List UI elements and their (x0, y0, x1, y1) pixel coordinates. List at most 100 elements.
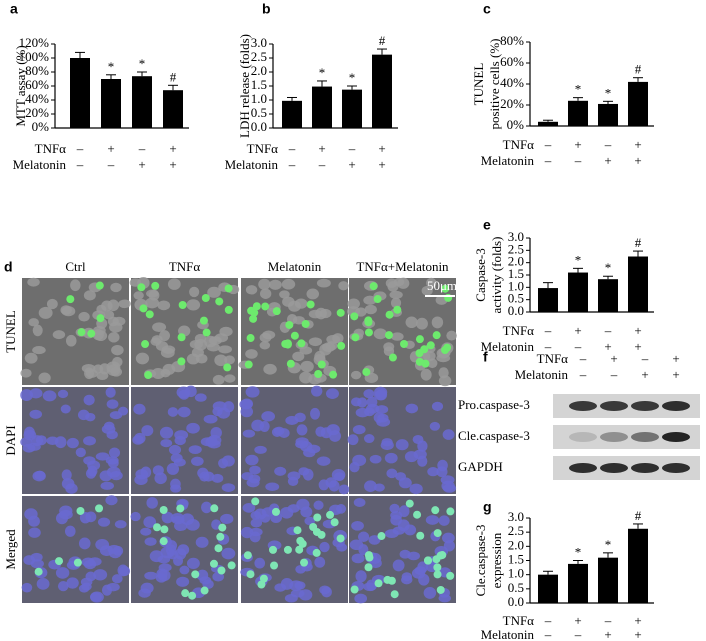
tunel-cell (151, 281, 160, 290)
tunel-cell (309, 523, 318, 532)
cell (133, 291, 144, 300)
cell (46, 298, 58, 310)
treatment-sign: + (138, 157, 145, 172)
cell (93, 569, 108, 581)
cell (105, 495, 118, 506)
micrograph (130, 496, 238, 603)
row-label: TUNEL (3, 310, 18, 353)
cell (135, 469, 149, 480)
cell (338, 281, 349, 291)
treatment-name: Melatonin (225, 157, 279, 172)
cell (254, 445, 267, 454)
cell (364, 304, 377, 315)
tunel-cell (364, 563, 373, 572)
cell (325, 477, 337, 488)
bar (132, 76, 152, 128)
cell (338, 484, 350, 495)
error-bar (603, 100, 613, 104)
cell (85, 412, 96, 422)
cell (217, 407, 231, 419)
tunel-cell (176, 504, 185, 513)
cell (404, 524, 417, 536)
cell (28, 318, 40, 327)
band (600, 432, 628, 442)
cell (89, 591, 104, 603)
treatment-sign: – (288, 157, 296, 172)
cell (174, 430, 189, 440)
treatment-sign: + (634, 613, 641, 628)
treatment-sign: + (634, 137, 641, 152)
cell (34, 470, 46, 481)
cell (405, 316, 418, 329)
panel-label: g (483, 499, 492, 515)
tunel-cell (199, 316, 208, 325)
y-tick-label: 1.5 (251, 77, 267, 92)
tunel-cell (314, 370, 323, 379)
cell (366, 396, 378, 408)
bar (163, 90, 183, 128)
cell (395, 439, 409, 451)
cell (389, 290, 403, 299)
cell (188, 445, 202, 455)
cell (61, 469, 72, 481)
cell (207, 440, 221, 449)
tunel-cell (141, 340, 150, 349)
cell (319, 308, 332, 319)
tunel-cell (330, 518, 339, 527)
tunel-cell (251, 497, 260, 506)
cell (427, 466, 439, 477)
tunel-cell (210, 504, 219, 513)
bar (70, 58, 90, 128)
cell (376, 417, 391, 427)
tunel-cell (268, 545, 277, 554)
micrograph (131, 385, 238, 494)
treatment-name: TNFα (247, 141, 279, 156)
cell (220, 513, 234, 524)
treatment-name: Melatonin (515, 367, 569, 382)
treatment-sign: – (544, 153, 552, 168)
cell (353, 497, 366, 507)
tunel-cell (393, 305, 402, 314)
cell (83, 456, 96, 465)
annotation: * (349, 70, 356, 85)
column-label: TNFα+Melatonin (356, 259, 449, 274)
cell (242, 503, 256, 513)
tunel-cell (145, 310, 154, 319)
cell (154, 472, 167, 485)
cell (135, 352, 150, 365)
band (569, 432, 597, 442)
treatment-sign: – (544, 613, 552, 628)
cell (280, 578, 294, 590)
cell (85, 511, 97, 523)
cell (46, 436, 59, 446)
band (569, 401, 597, 411)
tunel-cell (159, 537, 168, 546)
cell (145, 297, 160, 309)
cell (351, 520, 364, 531)
cell (442, 429, 455, 440)
cell (331, 469, 346, 481)
cell (144, 537, 157, 546)
tunel-cell (159, 505, 168, 514)
cell (201, 501, 212, 514)
cell (106, 399, 119, 409)
tunel-cell (201, 293, 210, 302)
tunel-cell (216, 532, 225, 541)
error-bar (106, 74, 116, 79)
band-label: GAPDH (458, 459, 503, 474)
cell (146, 497, 158, 509)
tunel-cell (390, 590, 399, 599)
treatment-sign: – (544, 323, 552, 338)
tunel-cell (249, 314, 258, 323)
treatment-sign: + (348, 157, 355, 172)
cell (60, 404, 71, 414)
cell (64, 525, 76, 537)
tunel-cell (247, 306, 256, 315)
cell (152, 322, 167, 333)
y-tick-label: 40% (500, 75, 524, 90)
y-tick-label: 1.0 (508, 278, 524, 293)
tunel-cell (364, 318, 373, 327)
tunel-cell (87, 329, 96, 338)
cell (108, 332, 120, 343)
tunel-cell (285, 320, 294, 329)
